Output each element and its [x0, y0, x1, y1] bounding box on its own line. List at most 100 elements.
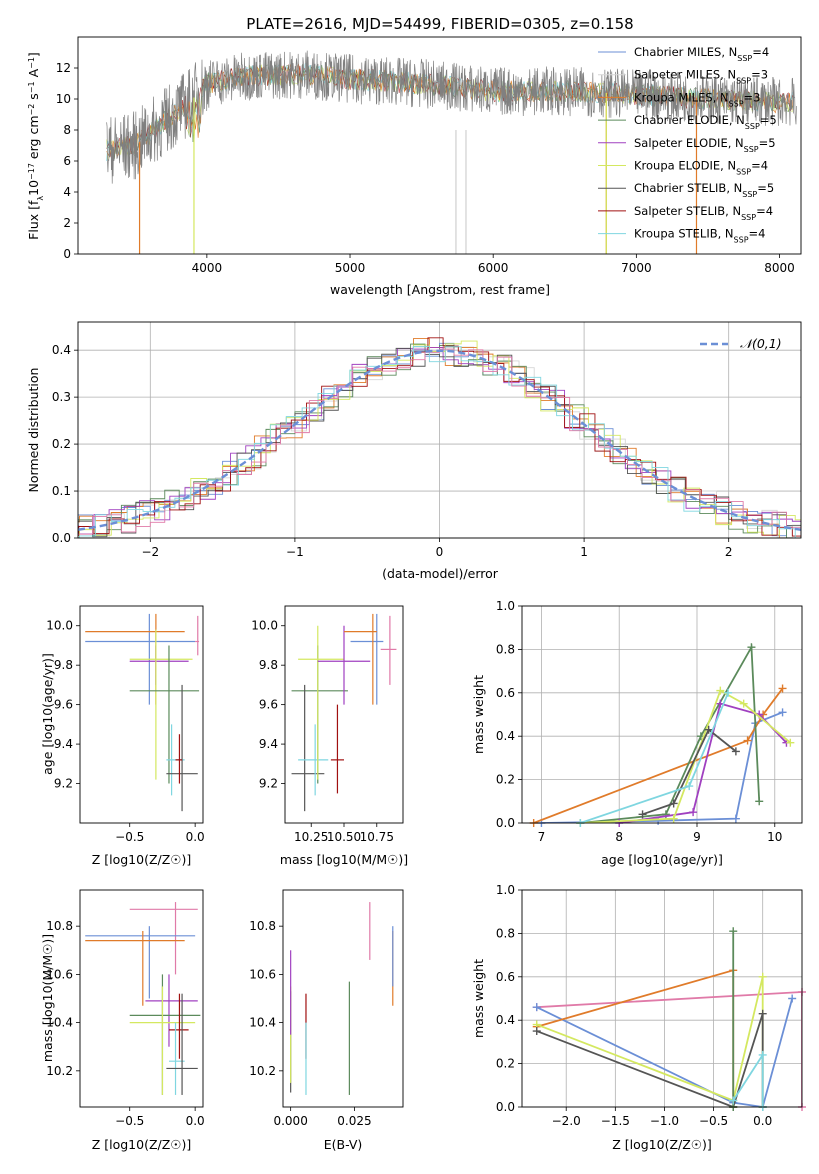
mass-weight-marker	[778, 708, 787, 717]
mass-weight-marker	[743, 736, 752, 745]
x-axis-label: mass [log10(M/M☉)]	[280, 852, 408, 867]
figure-title: PLATE=2616, MJD=54499, FIBERID=0305, z=0…	[246, 15, 633, 33]
axes-frame	[282, 889, 404, 1108]
y-axis-label: Flux [fλ10−17 erg cm−2 s−1 A−1]	[26, 52, 45, 240]
mass-weight-marker	[731, 814, 740, 823]
mass-weight-marker	[755, 797, 764, 806]
mass-weight-marker	[638, 810, 647, 819]
y-tick-label: 0.2	[496, 773, 515, 787]
x-axis-label: (data-model)/error	[382, 566, 499, 581]
x-tick-label: −2.0	[552, 1114, 581, 1128]
mass-weight-marker	[669, 814, 678, 823]
x-axis-label: wavelength [Angstrom, rest frame]	[330, 282, 550, 297]
legend-label: Salpeter MILES, NSSP=3	[634, 68, 768, 86]
y-tick-label: 4	[63, 185, 71, 199]
y-tick-label: 9.8	[54, 658, 73, 672]
x-tick-label: 0	[436, 545, 444, 559]
y-tick-label: 0	[63, 247, 71, 261]
x-tick-label: −0.5	[115, 830, 144, 844]
mass-weight-marker	[731, 747, 740, 756]
y-tick-label: 6	[63, 154, 71, 168]
mass-weight-marker	[689, 808, 698, 817]
y-tick-label: 10.8	[249, 919, 276, 933]
x-tick-label: 0.000	[273, 1114, 307, 1128]
x-tick-label: 4000	[192, 261, 223, 275]
y-tick-label: 0.2	[496, 1057, 515, 1071]
y-tick-label: 0.0	[52, 531, 71, 545]
mass-weight-marker	[532, 1003, 541, 1012]
mass-weight-marker	[786, 738, 795, 747]
x-tick-label: −2	[141, 545, 159, 559]
y-axis-label: mass [log10(M/M☉)]	[40, 934, 55, 1062]
mass-weight-marker	[669, 799, 678, 808]
mass-weight-marker	[685, 782, 694, 791]
residual-histogram	[78, 346, 801, 538]
y-tick-label: 10.0	[251, 619, 278, 633]
x-tick-label: 9	[693, 830, 701, 844]
y-tick-label: 10	[56, 92, 71, 106]
x-tick-label: 0.025	[337, 1114, 371, 1128]
residual-histogram	[78, 345, 801, 538]
y-tick-label: 10.6	[46, 967, 73, 981]
legend-label: Salpeter STELIB, NSSP=4	[634, 204, 773, 222]
y-tick-label: 9.4	[259, 737, 278, 751]
y-axis-label: mass weight	[471, 675, 486, 754]
x-tick-label: −1.5	[601, 1114, 630, 1128]
mass-weight-marker	[729, 927, 738, 936]
axes-frame	[521, 889, 803, 1108]
legend-label: Chabrier ELODIE, NSSP=5	[634, 113, 777, 131]
x-tick-label: 7	[538, 830, 546, 844]
y-tick-label: 0.6	[496, 970, 515, 984]
legend-label: Kroupa ELODIE, NSSP=4	[634, 159, 768, 177]
y-tick-label: 9.6	[54, 698, 73, 712]
y-tick-label: 9.6	[259, 698, 278, 712]
y-tick-label: 9.2	[259, 777, 278, 791]
mass-weight-marker	[716, 686, 725, 695]
mass-weight-marker	[532, 1027, 541, 1036]
y-tick-label: 0.4	[52, 343, 71, 357]
mass-weight-line	[536, 1013, 764, 1107]
x-tick-label: 10	[767, 830, 782, 844]
y-tick-label: 0.4	[496, 729, 515, 743]
y-tick-label: 0.0	[496, 816, 515, 830]
y-axis-label: Normed distribution	[26, 368, 41, 493]
mass-weight-line	[642, 728, 737, 816]
mass-weight-marker	[704, 725, 713, 734]
x-tick-label: 0.0	[753, 1114, 772, 1128]
y-axis-label: mass weight	[471, 959, 486, 1038]
legend-label: Salpeter ELODIE, NSSP=5	[634, 136, 776, 154]
residual-histogram	[78, 338, 801, 538]
mass-weight-marker	[778, 684, 787, 693]
y-tick-label: 8	[63, 123, 71, 137]
y-tick-label: 12	[56, 61, 71, 75]
y-tick-label: 0.4	[496, 1013, 515, 1027]
axes-frame	[77, 321, 802, 539]
x-tick-label: −1	[286, 545, 304, 559]
y-tick-label: 0.2	[52, 437, 71, 451]
y-tick-label: 0.3	[52, 390, 71, 404]
axes-frame	[284, 605, 404, 824]
y-tick-label: 9.8	[259, 658, 278, 672]
mass-weight-marker	[758, 1050, 767, 1059]
x-tick-label: 7000	[621, 261, 652, 275]
y-tick-label: 10.2	[249, 1064, 276, 1078]
mass-weight-line	[533, 687, 784, 823]
y-tick-label: 0.0	[496, 1100, 515, 1114]
mass-weight-line	[580, 644, 761, 823]
mass-weight-marker	[729, 1096, 738, 1105]
y-tick-label: 9.2	[54, 777, 73, 791]
mass-weight-marker	[758, 1009, 767, 1018]
mass-weight-marker	[747, 643, 756, 652]
x-axis-label: Z [log10(Z/Z☉)]	[612, 1137, 712, 1152]
x-axis-label: age [log10(age/yr)]	[601, 852, 723, 867]
x-tick-label: 0.0	[186, 830, 205, 844]
legend-label: 𝒩(0,1)	[740, 336, 782, 351]
mass-weight-line	[536, 998, 794, 1107]
y-tick-label: 0.8	[496, 642, 515, 656]
y-tick-label: 1.0	[496, 883, 515, 897]
x-tick-label: 10.25	[294, 830, 328, 844]
x-tick-label: −0.5	[115, 1114, 144, 1128]
y-tick-label: 1.0	[496, 599, 515, 613]
mass-weight-marker	[739, 699, 748, 708]
